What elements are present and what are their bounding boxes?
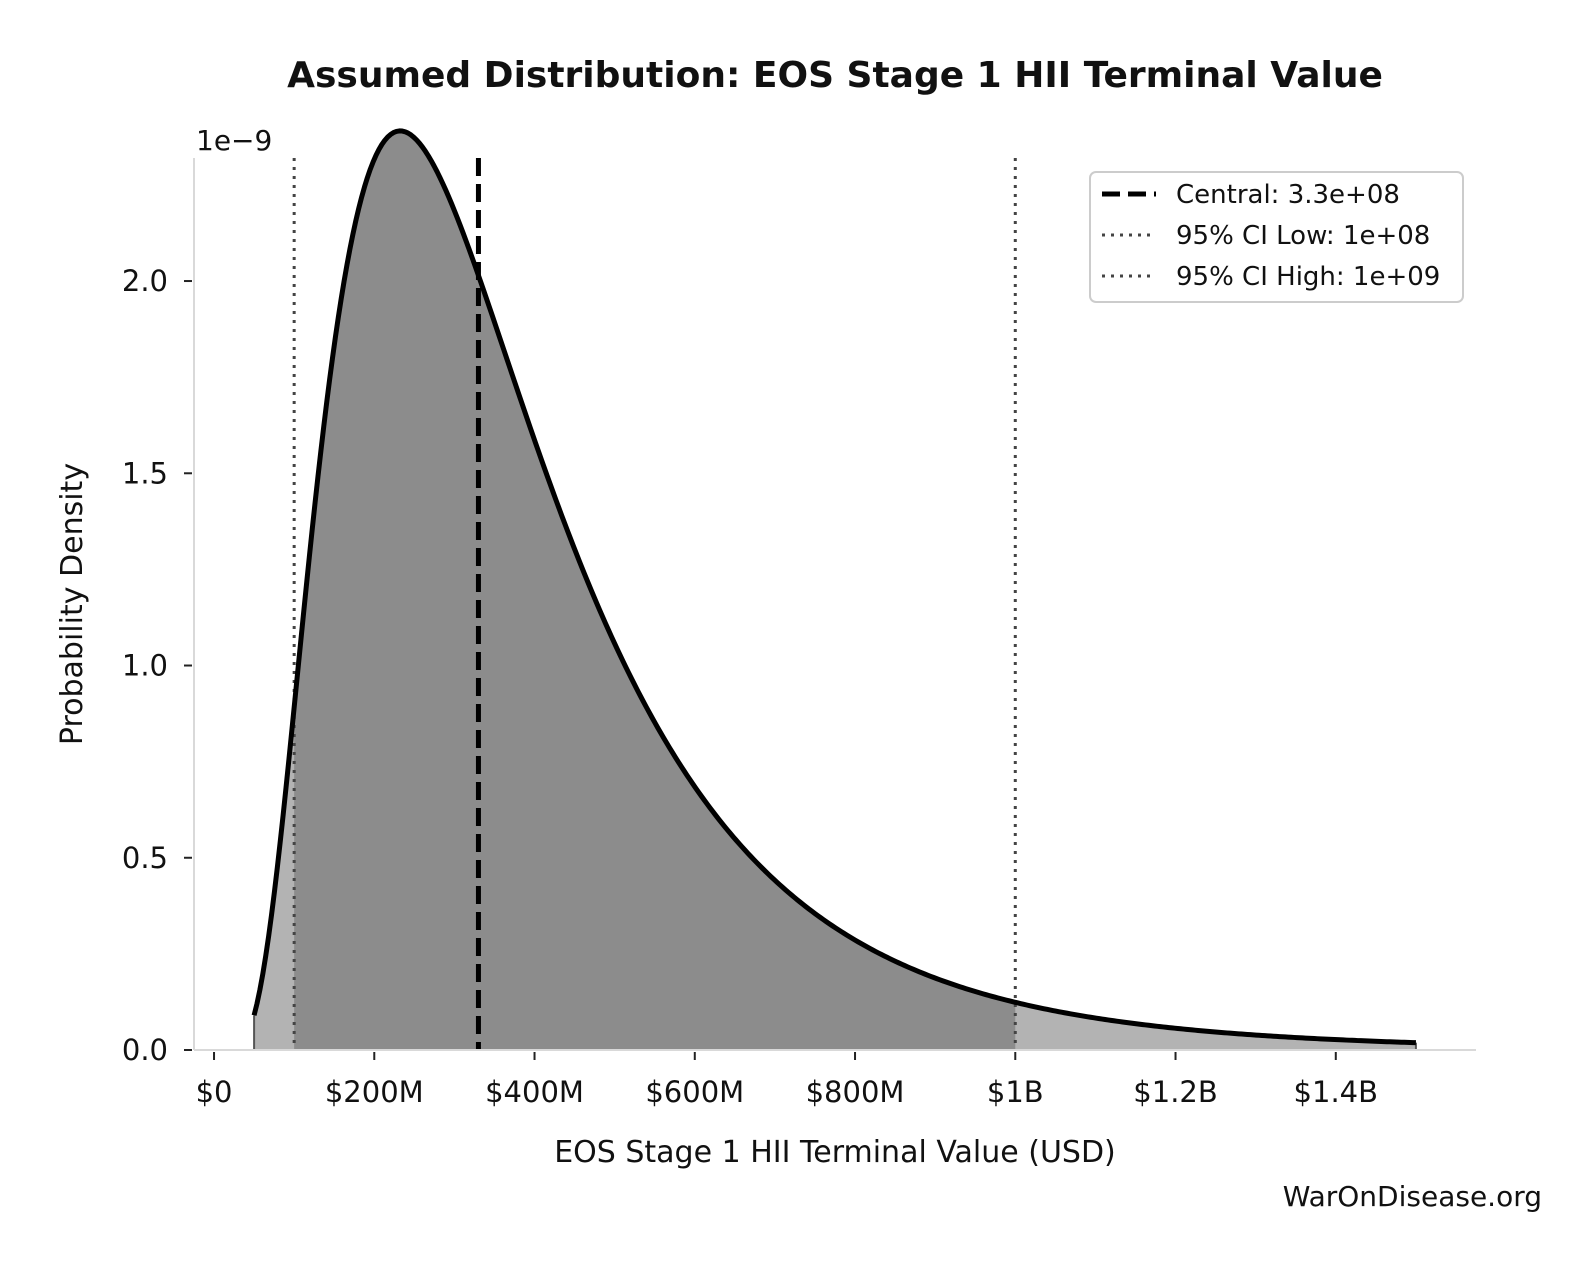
plot-area	[251, 128, 1417, 1051]
x-tick-label-7: $1.4B	[1294, 1075, 1378, 1109]
x-tick-label-4: $800M	[806, 1075, 905, 1109]
legend: Central: 3.3e+08 95% CI Low: 1e+08 95% CI …	[1089, 171, 1464, 303]
y-ticks: 0.0 0.5 1.0 1.5 2.0	[122, 264, 192, 1067]
legend-box	[1089, 171, 1464, 303]
y-tick-label-1: 0.5	[122, 841, 168, 875]
axes: $0 $200M $400M $600M $800M $1B $1.2B $1.4B 0.00…	[122, 158, 1476, 1109]
chart-title: Assumed Distribution: EOS Stage 1 HII Te…	[287, 55, 1383, 96]
ci-area-fill	[294, 130, 1016, 1050]
y-tick-label-0: 0.0	[122, 1033, 168, 1067]
x-axis-label: EOS Stage 1 HII Terminal Value (USD)	[554, 1135, 1116, 1170]
legend-label-0: Central: 3.3e+08	[1176, 180, 1400, 210]
x-ticks: $0 $200M $400M $600M $800M $1B $1.2B $1.4B	[196, 1052, 1378, 1109]
y-scale-note: 1e−9	[196, 124, 272, 157]
y-tick-label-2: 1.0	[122, 649, 168, 683]
x-tick-label-0: $0	[196, 1075, 233, 1109]
x-tick-label-2: $400M	[485, 1075, 584, 1109]
x-tick-label-6: $1.2B	[1133, 1075, 1217, 1109]
reference-lines	[292, 158, 1017, 1050]
x-tick-label-3: $600M	[645, 1075, 744, 1109]
x-tick-label-5: $1B	[987, 1075, 1044, 1109]
y-tick-label-4: 2.0	[122, 264, 168, 298]
y-tick-label-3: 1.5	[122, 456, 168, 490]
legend-label-1: 95% CI Low: 1e+08	[1176, 221, 1430, 251]
legend-items: Central: 3.3e+08 95% CI Low: 1e+08 95% CI …	[1102, 180, 1440, 292]
x-tick-label-1: $200M	[325, 1075, 424, 1109]
legend-label-2: 95% CI High: 1e+09	[1176, 262, 1440, 292]
density-curve	[251, 128, 1416, 1046]
y-axis-label: Probability Density	[55, 463, 90, 745]
watermark: WarOnDisease.org	[1283, 1180, 1542, 1213]
